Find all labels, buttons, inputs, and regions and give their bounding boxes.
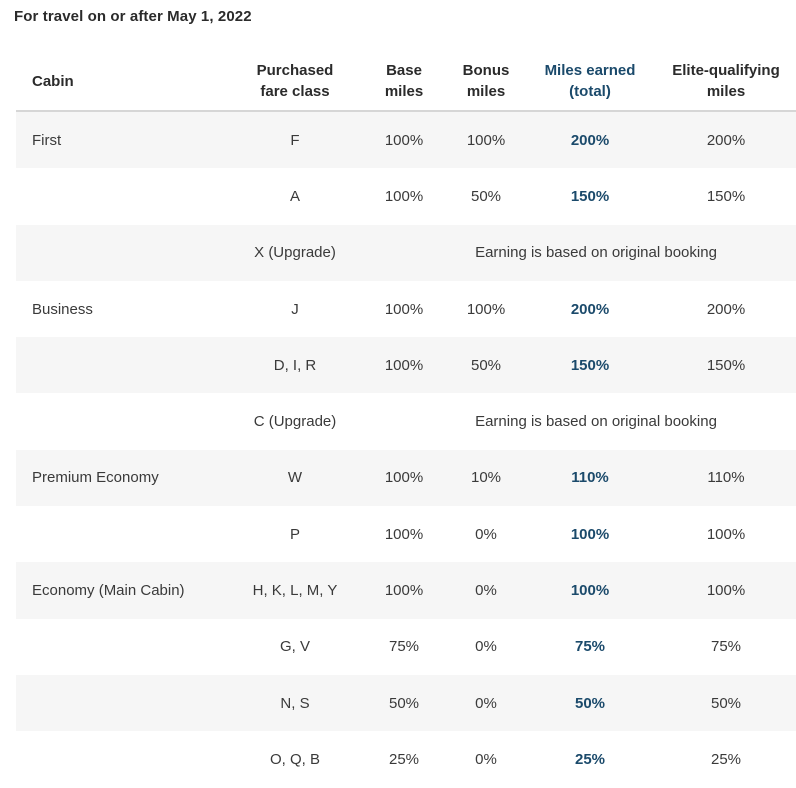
header-base-miles: Base miles <box>360 60 448 102</box>
fare-class-cell: O, Q, B <box>269 750 320 768</box>
cabin-cell: Economy (Main Cabin) <box>32 582 185 600</box>
table-row: C (Upgrade) Earning is based on original… <box>16 393 796 449</box>
miles-earned-cell: 100% <box>570 582 610 600</box>
miles-earned-cell: 200% <box>570 131 610 149</box>
miles-earned-cell: 200% <box>570 300 610 318</box>
bonus-miles-cell: 0% <box>475 694 497 712</box>
fare-class-cell: P <box>289 525 300 543</box>
table-row: P 100% 0% 100% 100% <box>16 506 796 562</box>
fare-class-cell: A <box>289 187 300 205</box>
cabin-cell: First <box>32 131 62 149</box>
table-row: Economy (Main Cabin) H, K, L, M, Y 100% … <box>16 562 796 619</box>
elite-miles-cell: 100% <box>706 525 746 543</box>
earning-note-cell: Earning is based on original booking <box>475 413 717 431</box>
earning-table: Cabin Purchased fare class Base miles Bo… <box>16 52 796 788</box>
elite-miles-cell: 150% <box>706 187 746 205</box>
table-row: G, V 75% 0% 75% 75% <box>16 619 796 675</box>
header-bonus-miles: Bonus miles <box>448 60 524 102</box>
earning-note-cell: Earning is based on original booking <box>475 244 717 262</box>
bonus-miles-cell: 100% <box>466 300 506 318</box>
table-row: First F 100% 100% 200% 200% <box>16 112 796 169</box>
table-row: Business J 100% 100% 200% 200% <box>16 281 796 337</box>
miles-earned-cell: 100% <box>570 525 610 543</box>
fare-class-cell: W <box>287 469 303 487</box>
table-row: X (Upgrade) Earning is based on original… <box>16 224 796 281</box>
elite-miles-cell: 110% <box>707 469 745 487</box>
fare-class-cell: X (Upgrade) <box>254 244 336 262</box>
table-row: N, S 50% 0% 50% 50% <box>16 674 796 732</box>
header-base-line1: Base <box>386 62 422 79</box>
header-fare-class: Purchased fare class <box>230 60 360 102</box>
cabin-cell: Business <box>32 300 93 318</box>
fare-class-cell: H, K, L, M, Y <box>252 582 338 600</box>
cabin-cell: Premium Economy <box>32 469 159 487</box>
header-earned-line1: Miles earned <box>544 62 636 79</box>
header-earned-line2: (total) <box>569 83 611 100</box>
header-elite-line2: miles <box>706 83 746 100</box>
bonus-miles-cell: 0% <box>475 525 497 543</box>
header-fare-class-line1: Purchased <box>256 62 334 79</box>
fare-class-cell: F <box>290 131 300 149</box>
header-fare-class-line2: fare class <box>260 83 330 100</box>
base-miles-cell: 100% <box>384 469 424 487</box>
elite-miles-cell: 100% <box>706 582 746 600</box>
bonus-miles-cell: 50% <box>470 356 502 374</box>
header-elite-miles: Elite-qualifying miles <box>656 60 796 102</box>
elite-miles-cell: 150% <box>706 356 746 374</box>
bonus-miles-cell: 0% <box>475 750 497 768</box>
miles-earned-cell: 110% <box>571 469 609 487</box>
miles-earned-cell: 150% <box>570 356 610 374</box>
header-bonus-line2: miles <box>466 83 506 100</box>
elite-miles-cell: 200% <box>706 131 746 149</box>
bonus-miles-cell: 0% <box>475 638 497 656</box>
fare-class-cell: N, S <box>280 694 310 712</box>
header-bonus-line1: Bonus <box>462 62 510 79</box>
table-header: Cabin Purchased fare class Base miles Bo… <box>16 52 796 112</box>
bonus-miles-cell: 10% <box>470 469 502 487</box>
fare-class-cell: G, V <box>279 638 310 656</box>
bonus-miles-cell: 100% <box>466 131 506 149</box>
header-cabin: Cabin <box>32 72 74 90</box>
miles-earned-cell: 150% <box>570 187 610 205</box>
table-row: D, I, R 100% 50% 150% 150% <box>16 337 796 394</box>
page-title: For travel on or after May 1, 2022 <box>14 8 252 25</box>
base-miles-cell: 100% <box>384 131 424 149</box>
fare-class-cell: D, I, R <box>273 356 317 374</box>
elite-miles-cell: 200% <box>706 300 746 318</box>
base-miles-cell: 50% <box>388 694 420 712</box>
table-row: Premium Economy W 100% 10% 110% 110% <box>16 449 796 507</box>
base-miles-cell: 100% <box>384 187 424 205</box>
bonus-miles-cell: 50% <box>470 187 502 205</box>
base-miles-cell: 75% <box>388 638 420 656</box>
miles-earned-cell: 75% <box>574 638 606 656</box>
header-base-line2: miles <box>384 83 424 100</box>
base-miles-cell: 100% <box>384 582 424 600</box>
fare-class-cell: C (Upgrade) <box>253 413 337 431</box>
elite-miles-cell: 75% <box>710 638 742 656</box>
header-elite-line1: Elite-qualifying <box>672 62 780 79</box>
table-row: A 100% 50% 150% 150% <box>16 168 796 224</box>
fare-class-cell: J <box>291 300 299 318</box>
table-row: O, Q, B 25% 0% 25% 25% <box>16 731 796 787</box>
elite-miles-cell: 25% <box>710 750 742 768</box>
base-miles-cell: 25% <box>388 750 420 768</box>
base-miles-cell: 100% <box>384 300 424 318</box>
base-miles-cell: 100% <box>384 356 424 374</box>
bonus-miles-cell: 0% <box>475 582 497 600</box>
miles-earned-cell: 25% <box>574 750 606 768</box>
header-miles-earned: Miles earned (total) <box>524 60 656 102</box>
miles-earned-cell: 50% <box>574 694 606 712</box>
base-miles-cell: 100% <box>384 525 424 543</box>
elite-miles-cell: 50% <box>710 694 742 712</box>
